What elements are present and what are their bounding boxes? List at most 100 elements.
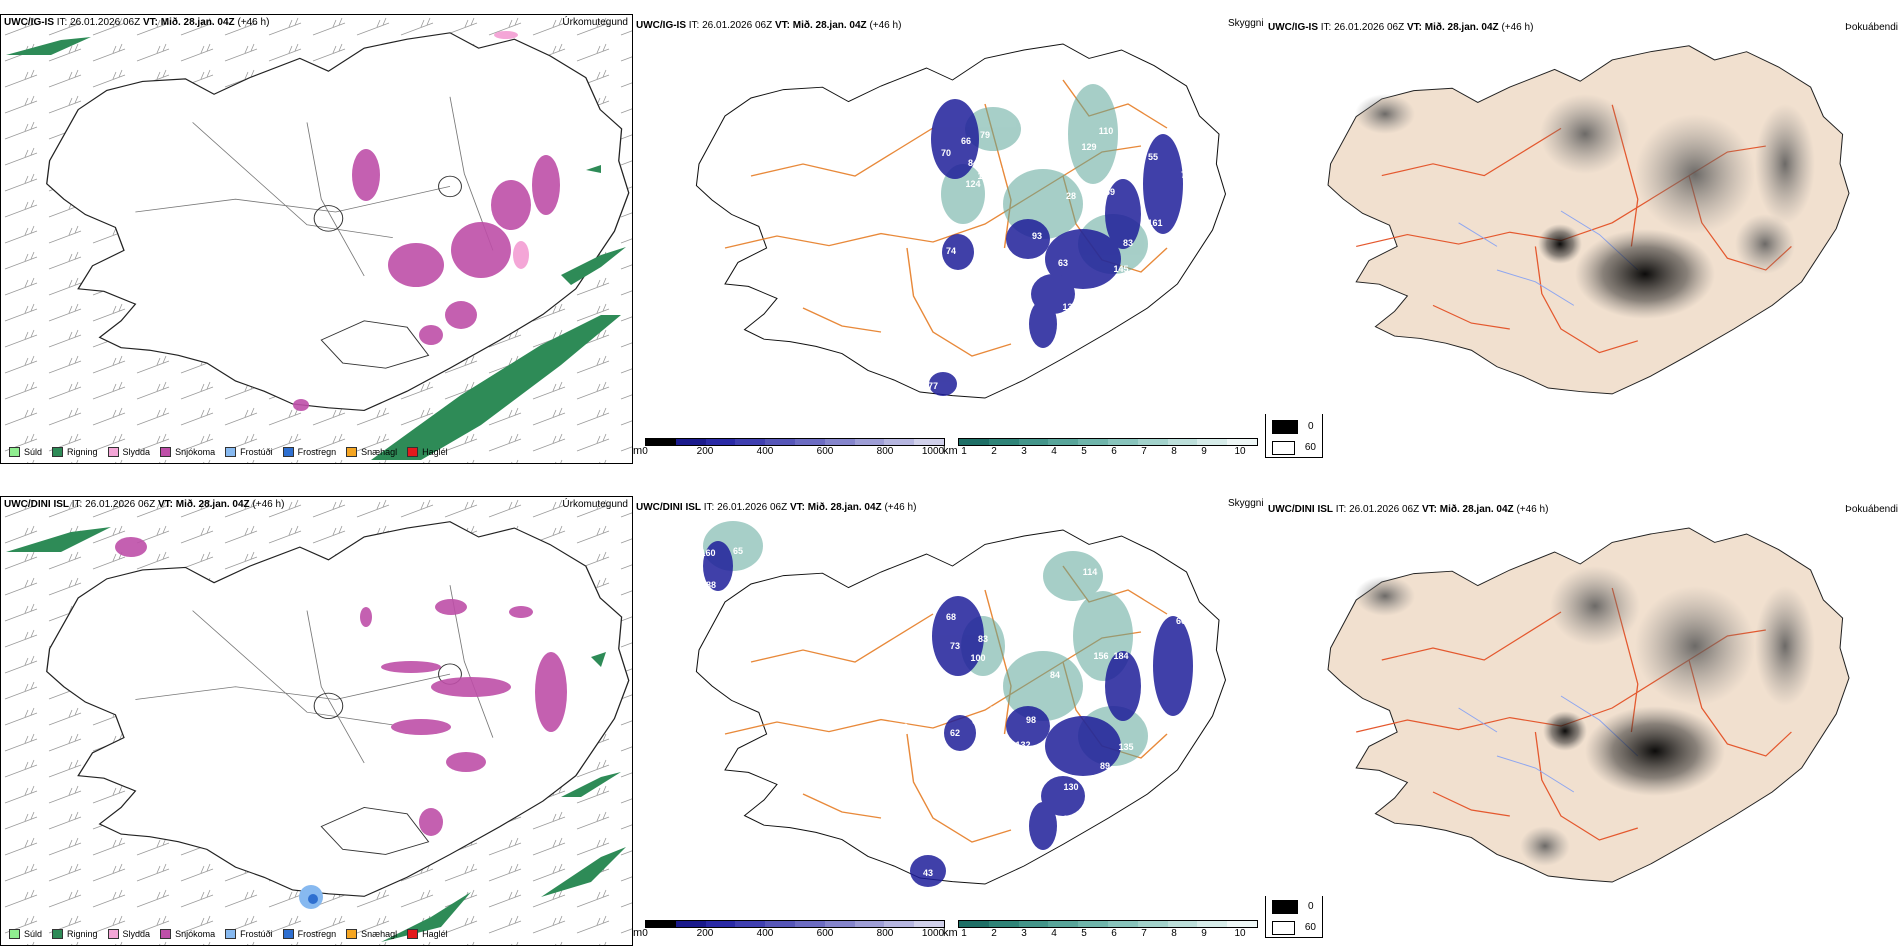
colorbar-segment	[675, 439, 706, 445]
height-scale: 0 200 400 600 800 1000	[642, 920, 945, 940]
valid-time-label: VT:	[142, 17, 158, 28]
height-unit: m	[633, 927, 643, 939]
tick-label: 8	[1171, 928, 1177, 939]
cloud-label: 0	[1308, 901, 1314, 912]
value-label: 62	[950, 728, 960, 738]
valid-time: Mið. 28.jan. 04Z	[807, 502, 882, 513]
height-colorbar	[645, 920, 945, 928]
km-ticks: 1 2 3 4 5 6 7 8 9 10	[958, 928, 1258, 940]
tick-label: 0	[642, 928, 648, 939]
legend-label: Rigning	[67, 447, 98, 457]
legend-swatch	[282, 447, 294, 457]
legend-label: Snæhagl	[361, 447, 398, 457]
colorbar-segment	[1018, 439, 1049, 445]
colorbar-segment	[988, 921, 1019, 927]
tick-label: 9	[1201, 928, 1207, 939]
colorbar-segment	[1107, 439, 1138, 445]
colorbar-segment	[735, 921, 766, 927]
legend-label: Haglél	[422, 447, 448, 457]
value-label: 129	[1081, 142, 1096, 152]
legend-item: Snjókoma	[160, 929, 215, 939]
colorbar-segment	[1137, 439, 1168, 445]
value-label: 72	[1203, 636, 1213, 646]
valid-time-label: VT:	[774, 20, 790, 31]
tick-label: 200	[696, 446, 714, 457]
value-label: 67	[972, 716, 982, 726]
legend-swatch	[225, 929, 237, 939]
cloud-label: 60	[1304, 922, 1316, 933]
colorbar-segment	[1197, 921, 1228, 927]
height-ticks: 0 200 400 600 800 1000	[642, 446, 945, 458]
colorbar-segment	[884, 439, 915, 445]
colorbar-segment	[1018, 921, 1049, 927]
legend-label: Haglél	[422, 929, 448, 939]
cloud-swatch	[1272, 920, 1295, 935]
value-label: 77	[928, 381, 938, 391]
value-label: 122	[987, 166, 1002, 176]
valid-time: Mið. 28.jan. 04Z	[160, 17, 235, 28]
colorbar-segment	[1227, 921, 1257, 927]
legend-item: Haglél	[407, 447, 448, 457]
fog-title: Þokuábendi	[1845, 22, 1898, 33]
legend-label: Snjókoma	[175, 929, 216, 939]
value-label: 184	[1113, 651, 1128, 661]
valid-time: Mið. 28.jan. 04Z	[792, 20, 867, 31]
value-label: 84	[968, 158, 978, 168]
value-label: 160	[700, 548, 715, 558]
value-label: 45	[1062, 814, 1072, 824]
value-label: 74	[946, 246, 956, 256]
legend-swatch	[346, 929, 358, 939]
legend-swatch	[346, 447, 358, 457]
colorbar-segment	[1078, 439, 1108, 445]
tick-label: 1000	[921, 928, 945, 939]
value-label: 71	[1155, 272, 1165, 282]
cloud-legend-item: 60	[1272, 917, 1316, 938]
legend-swatch	[9, 929, 20, 939]
colorbar-segment	[675, 921, 706, 927]
cloud-swatch	[1272, 440, 1295, 455]
value-label: 83	[1123, 238, 1133, 248]
panel-header: UWC/IG-IS IT: 26.01.2026 06Z VT: Mið. 28…	[4, 17, 269, 29]
lead-time: (+46 h)	[237, 17, 270, 28]
init-time: IT: 26.01.2026 06Z	[71, 499, 156, 510]
panel-header: UWC/DINI ISL IT: 26.01.2026 06Z VT: Mið.…	[636, 502, 916, 514]
legend-item: Frostúði	[225, 929, 273, 939]
lead-time: (+46 h)	[884, 502, 917, 513]
value-label: 83	[978, 634, 988, 644]
tick-label: 6	[1111, 446, 1117, 457]
precip-panel-row2: UWC/DINI ISL IT: 26.01.2026 06Z VT: Mið.…	[0, 496, 633, 946]
cloud-legend-row1: 0 60	[1265, 412, 1323, 458]
legend-label: Frostúði	[240, 447, 273, 457]
legend-label: Rigning	[67, 929, 98, 939]
colorbar-segment	[914, 439, 944, 445]
valid-time-label: VT:	[157, 499, 173, 510]
tick-label: 10	[1234, 928, 1246, 939]
value-label: 50	[990, 705, 1000, 715]
legend-swatch	[107, 447, 119, 457]
tick-label: 4	[1051, 446, 1057, 457]
tick-label: 7	[1141, 928, 1147, 939]
value-label: 103	[977, 171, 992, 181]
value-label: 60	[1176, 616, 1186, 626]
km-scale: 1 2 3 4 5 6 7 8 9 10	[958, 438, 1258, 458]
height-unit: m	[633, 445, 643, 457]
visibility-panel-row2: 160 65 88 68 73 83 100 114 122 177 60 72…	[633, 496, 1268, 946]
tick-label: 400	[756, 446, 774, 457]
tick-label: 400	[756, 928, 774, 939]
lead-time: (+46 h)	[1516, 504, 1549, 515]
legend-swatch	[407, 447, 419, 457]
legend-item: Snæhagl	[346, 929, 397, 939]
legend-swatch	[52, 929, 64, 939]
value-label: 79	[980, 130, 990, 140]
value-label: 130	[1063, 782, 1078, 792]
tick-label: 2	[991, 446, 997, 457]
value-label: 110	[1099, 126, 1114, 136]
colorbar-segment	[1167, 439, 1198, 445]
cloud-label: 60	[1304, 442, 1316, 453]
legend-item: Slydda	[107, 929, 150, 939]
legend-label: Frostregn	[297, 929, 337, 939]
km-ticks: 1 2 3 4 5 6 7 8 9 10	[958, 446, 1258, 458]
colorbar-segment	[1048, 439, 1079, 445]
value-label: 63	[1058, 258, 1068, 268]
km-colorbar	[958, 438, 1258, 446]
